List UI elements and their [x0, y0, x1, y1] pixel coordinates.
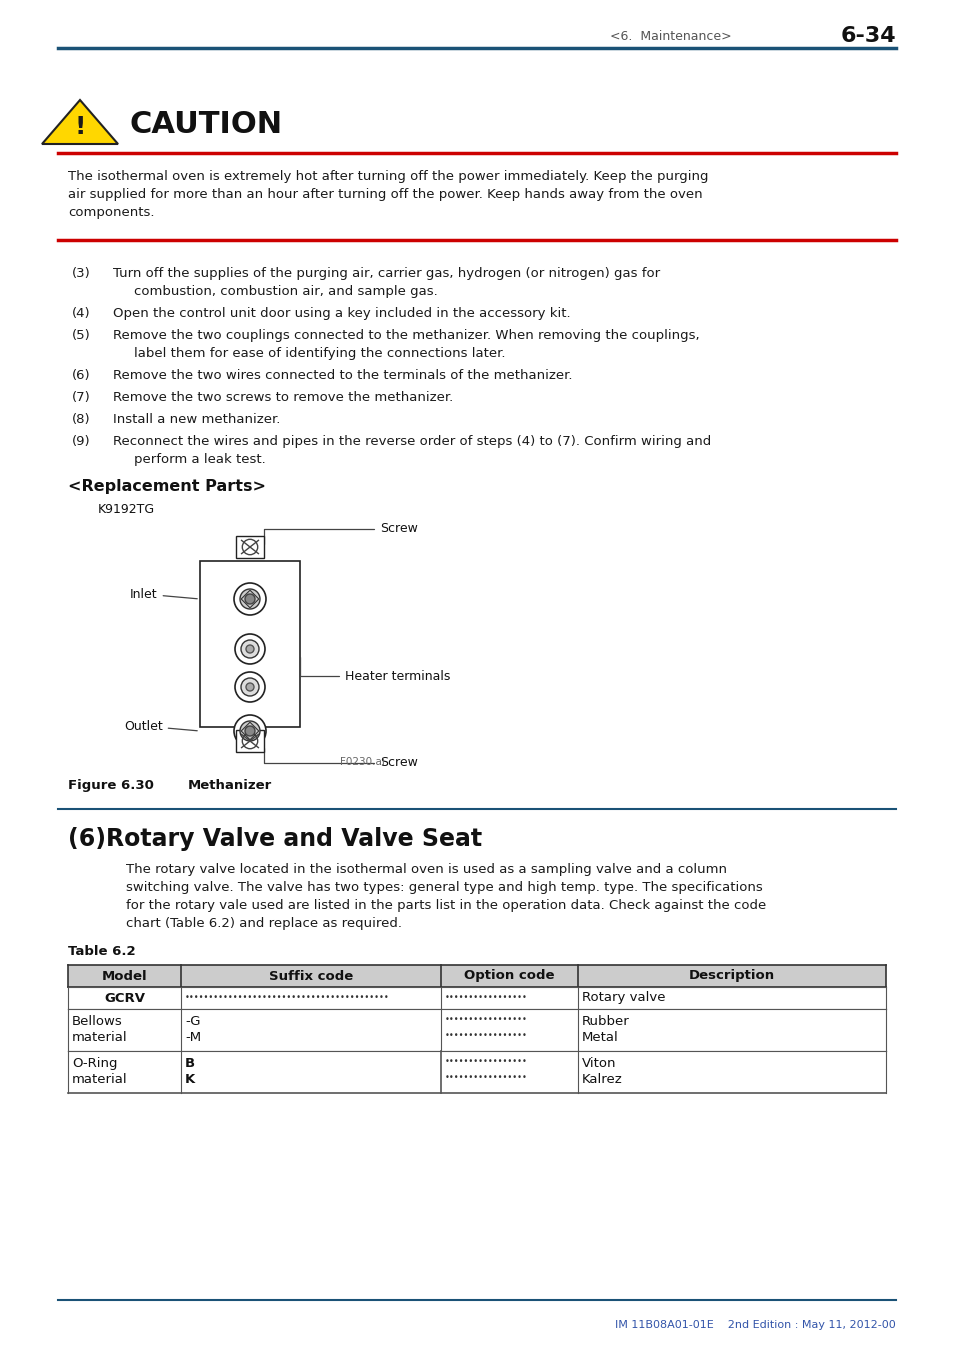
Polygon shape [42, 100, 118, 144]
Text: IM 11B08A01-01E    2nd Edition : May 11, 2012-00: IM 11B08A01-01E 2nd Edition : May 11, 20… [615, 1320, 895, 1330]
Text: components.: components. [68, 207, 154, 219]
Text: switching valve. The valve has two types: general type and high temp. type. The : switching valve. The valve has two types… [126, 882, 762, 894]
Text: Outlet: Outlet [124, 720, 197, 733]
Text: 6-34: 6-34 [840, 26, 895, 46]
Bar [200, 562, 299, 728]
Circle shape [241, 678, 258, 697]
Circle shape [246, 683, 253, 691]
Text: Methanizer: Methanizer [188, 779, 272, 792]
Text: Table 6.2: Table 6.2 [68, 945, 135, 958]
Text: Viton: Viton [581, 1057, 616, 1071]
Text: chart (Table 6.2) and replace as required.: chart (Table 6.2) and replace as require… [126, 917, 401, 930]
Text: •••••••••••••••••: ••••••••••••••••• [444, 1015, 527, 1025]
Circle shape [234, 672, 265, 702]
Text: Kalrez: Kalrez [581, 1073, 621, 1085]
Text: Figure 6.30: Figure 6.30 [68, 779, 153, 792]
Bar [68, 1008, 885, 1052]
Text: Option code: Option code [463, 969, 554, 983]
Circle shape [240, 589, 260, 609]
Circle shape [240, 721, 260, 741]
Text: Screw: Screw [264, 748, 417, 770]
Text: ••••••••••••••••••••••••••••••••••••••••••: ••••••••••••••••••••••••••••••••••••••••… [185, 994, 389, 1003]
Text: •••••••••••••••••: ••••••••••••••••• [444, 994, 527, 1003]
Text: Description: Description [688, 969, 774, 983]
Circle shape [246, 645, 253, 653]
Text: (5): (5) [71, 329, 91, 342]
Text: (7): (7) [71, 392, 91, 404]
Circle shape [245, 726, 254, 736]
Text: -G: -G [185, 1015, 200, 1027]
Circle shape [233, 716, 266, 747]
Text: O-Ring: O-Ring [71, 1057, 117, 1071]
Text: material: material [71, 1031, 128, 1044]
Text: •••••••••••••••••: ••••••••••••••••• [444, 1057, 527, 1066]
Text: Heater terminals: Heater terminals [299, 657, 450, 683]
Text: CAUTION: CAUTION [130, 109, 283, 139]
Text: Suffix code: Suffix code [269, 969, 353, 983]
Circle shape [241, 640, 258, 657]
Text: (8): (8) [71, 413, 91, 427]
Text: •••••••••••••••••: ••••••••••••••••• [444, 1073, 527, 1081]
Text: •••••••••••••••••: ••••••••••••••••• [444, 1031, 527, 1040]
Circle shape [245, 594, 254, 603]
Circle shape [233, 583, 266, 616]
Text: Model: Model [102, 969, 147, 983]
Text: The isothermal oven is extremely hot after turning off the power immediately. Ke: The isothermal oven is extremely hot aft… [68, 170, 708, 184]
Text: Remove the two couplings connected to the methanizer. When removing the coupling: Remove the two couplings connected to th… [112, 329, 699, 342]
Bar [68, 1052, 885, 1094]
Text: !: ! [74, 115, 86, 139]
Text: <Replacement Parts>: <Replacement Parts> [68, 479, 266, 494]
Bar [68, 965, 885, 987]
Text: (6)Rotary Valve and Valve Seat: (6)Rotary Valve and Valve Seat [68, 828, 481, 850]
Text: Bellows: Bellows [71, 1015, 123, 1027]
Text: Metal: Metal [581, 1031, 618, 1044]
Text: for the rotary vale used are listed in the parts list in the operation data. Che: for the rotary vale used are listed in t… [126, 899, 765, 913]
Text: Inlet: Inlet [130, 587, 197, 601]
Text: perform a leak test.: perform a leak test. [133, 454, 266, 466]
Text: K: K [185, 1073, 195, 1085]
Text: Screw: Screw [264, 522, 417, 544]
Text: Rotary valve: Rotary valve [581, 991, 664, 1004]
Text: (3): (3) [71, 267, 91, 279]
Text: material: material [71, 1073, 128, 1085]
Text: -M: -M [185, 1031, 201, 1044]
Text: GCRV: GCRV [104, 991, 145, 1004]
Text: <6.  Maintenance>: <6. Maintenance> [609, 30, 731, 42]
Text: Turn off the supplies of the purging air, carrier gas, hydrogen (or nitrogen) ga: Turn off the supplies of the purging air… [112, 267, 659, 279]
Text: Remove the two wires connected to the terminals of the methanizer.: Remove the two wires connected to the te… [112, 369, 572, 382]
Circle shape [234, 634, 265, 664]
Text: air supplied for more than an hour after turning off the power. Keep hands away : air supplied for more than an hour after… [68, 188, 702, 201]
Text: Open the control unit door using a key included in the accessory kit.: Open the control unit door using a key i… [112, 306, 570, 320]
Text: B: B [185, 1057, 194, 1071]
Text: Rubber: Rubber [581, 1015, 629, 1027]
Bar [235, 536, 264, 558]
Bar [235, 730, 264, 752]
Text: Remove the two screws to remove the methanizer.: Remove the two screws to remove the meth… [112, 392, 453, 404]
Text: label them for ease of identifying the connections later.: label them for ease of identifying the c… [133, 347, 505, 360]
Bar [68, 987, 885, 1008]
Text: K9192TG: K9192TG [98, 504, 155, 516]
Text: (6): (6) [71, 369, 91, 382]
Text: F0230.ai: F0230.ai [339, 757, 384, 767]
Text: (4): (4) [71, 306, 91, 320]
Text: Reconnect the wires and pipes in the reverse order of steps (4) to (7). Confirm : Reconnect the wires and pipes in the rev… [112, 435, 711, 448]
Text: (9): (9) [71, 435, 91, 448]
Text: combustion, combustion air, and sample gas.: combustion, combustion air, and sample g… [133, 285, 437, 298]
Text: The rotary valve located in the isothermal oven is used as a sampling valve and : The rotary valve located in the isotherm… [126, 863, 726, 876]
Text: Install a new methanizer.: Install a new methanizer. [112, 413, 280, 427]
